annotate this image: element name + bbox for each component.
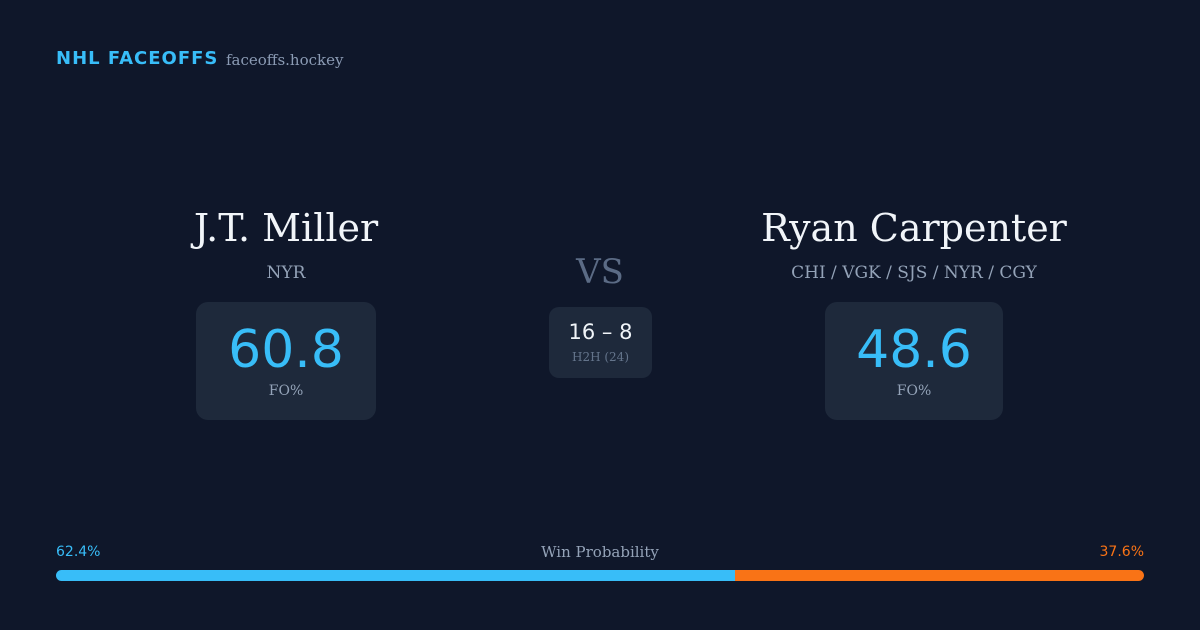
player-name: Ryan Carpenter (761, 206, 1067, 250)
vs-label: VS (576, 252, 624, 292)
win-prob-right: 37.6% (1099, 544, 1144, 560)
win-prob-bar (56, 570, 1144, 581)
fo-value: 48.6 (856, 320, 972, 380)
h2h-label: H2H (24) (571, 350, 629, 364)
win-prob-segment (56, 570, 735, 581)
stat-box: 60.8 FO% (196, 302, 376, 420)
h2h-score: 16 – 8 (568, 320, 633, 344)
h2h-box: 16 – 8 H2H (24) (549, 307, 652, 378)
fo-label: FO% (896, 383, 932, 399)
win-prob-left: 62.4% (56, 544, 101, 560)
stat-box: 48.6 FO% (825, 302, 1003, 420)
win-prob-segment (734, 570, 1144, 581)
fo-value: 60.8 (228, 320, 344, 380)
win-prob-label: Win Probability (541, 543, 659, 561)
fo-label: FO% (268, 383, 304, 399)
player-name: J.T. Miller (193, 206, 379, 250)
site-name: faceoffs.hockey (226, 51, 344, 69)
brand-title: NHL FACEOFFS (56, 48, 219, 69)
player-teams: CHI / VGK / SJS / NYR / CGY (791, 263, 1037, 283)
player-teams: NYR (266, 263, 306, 283)
